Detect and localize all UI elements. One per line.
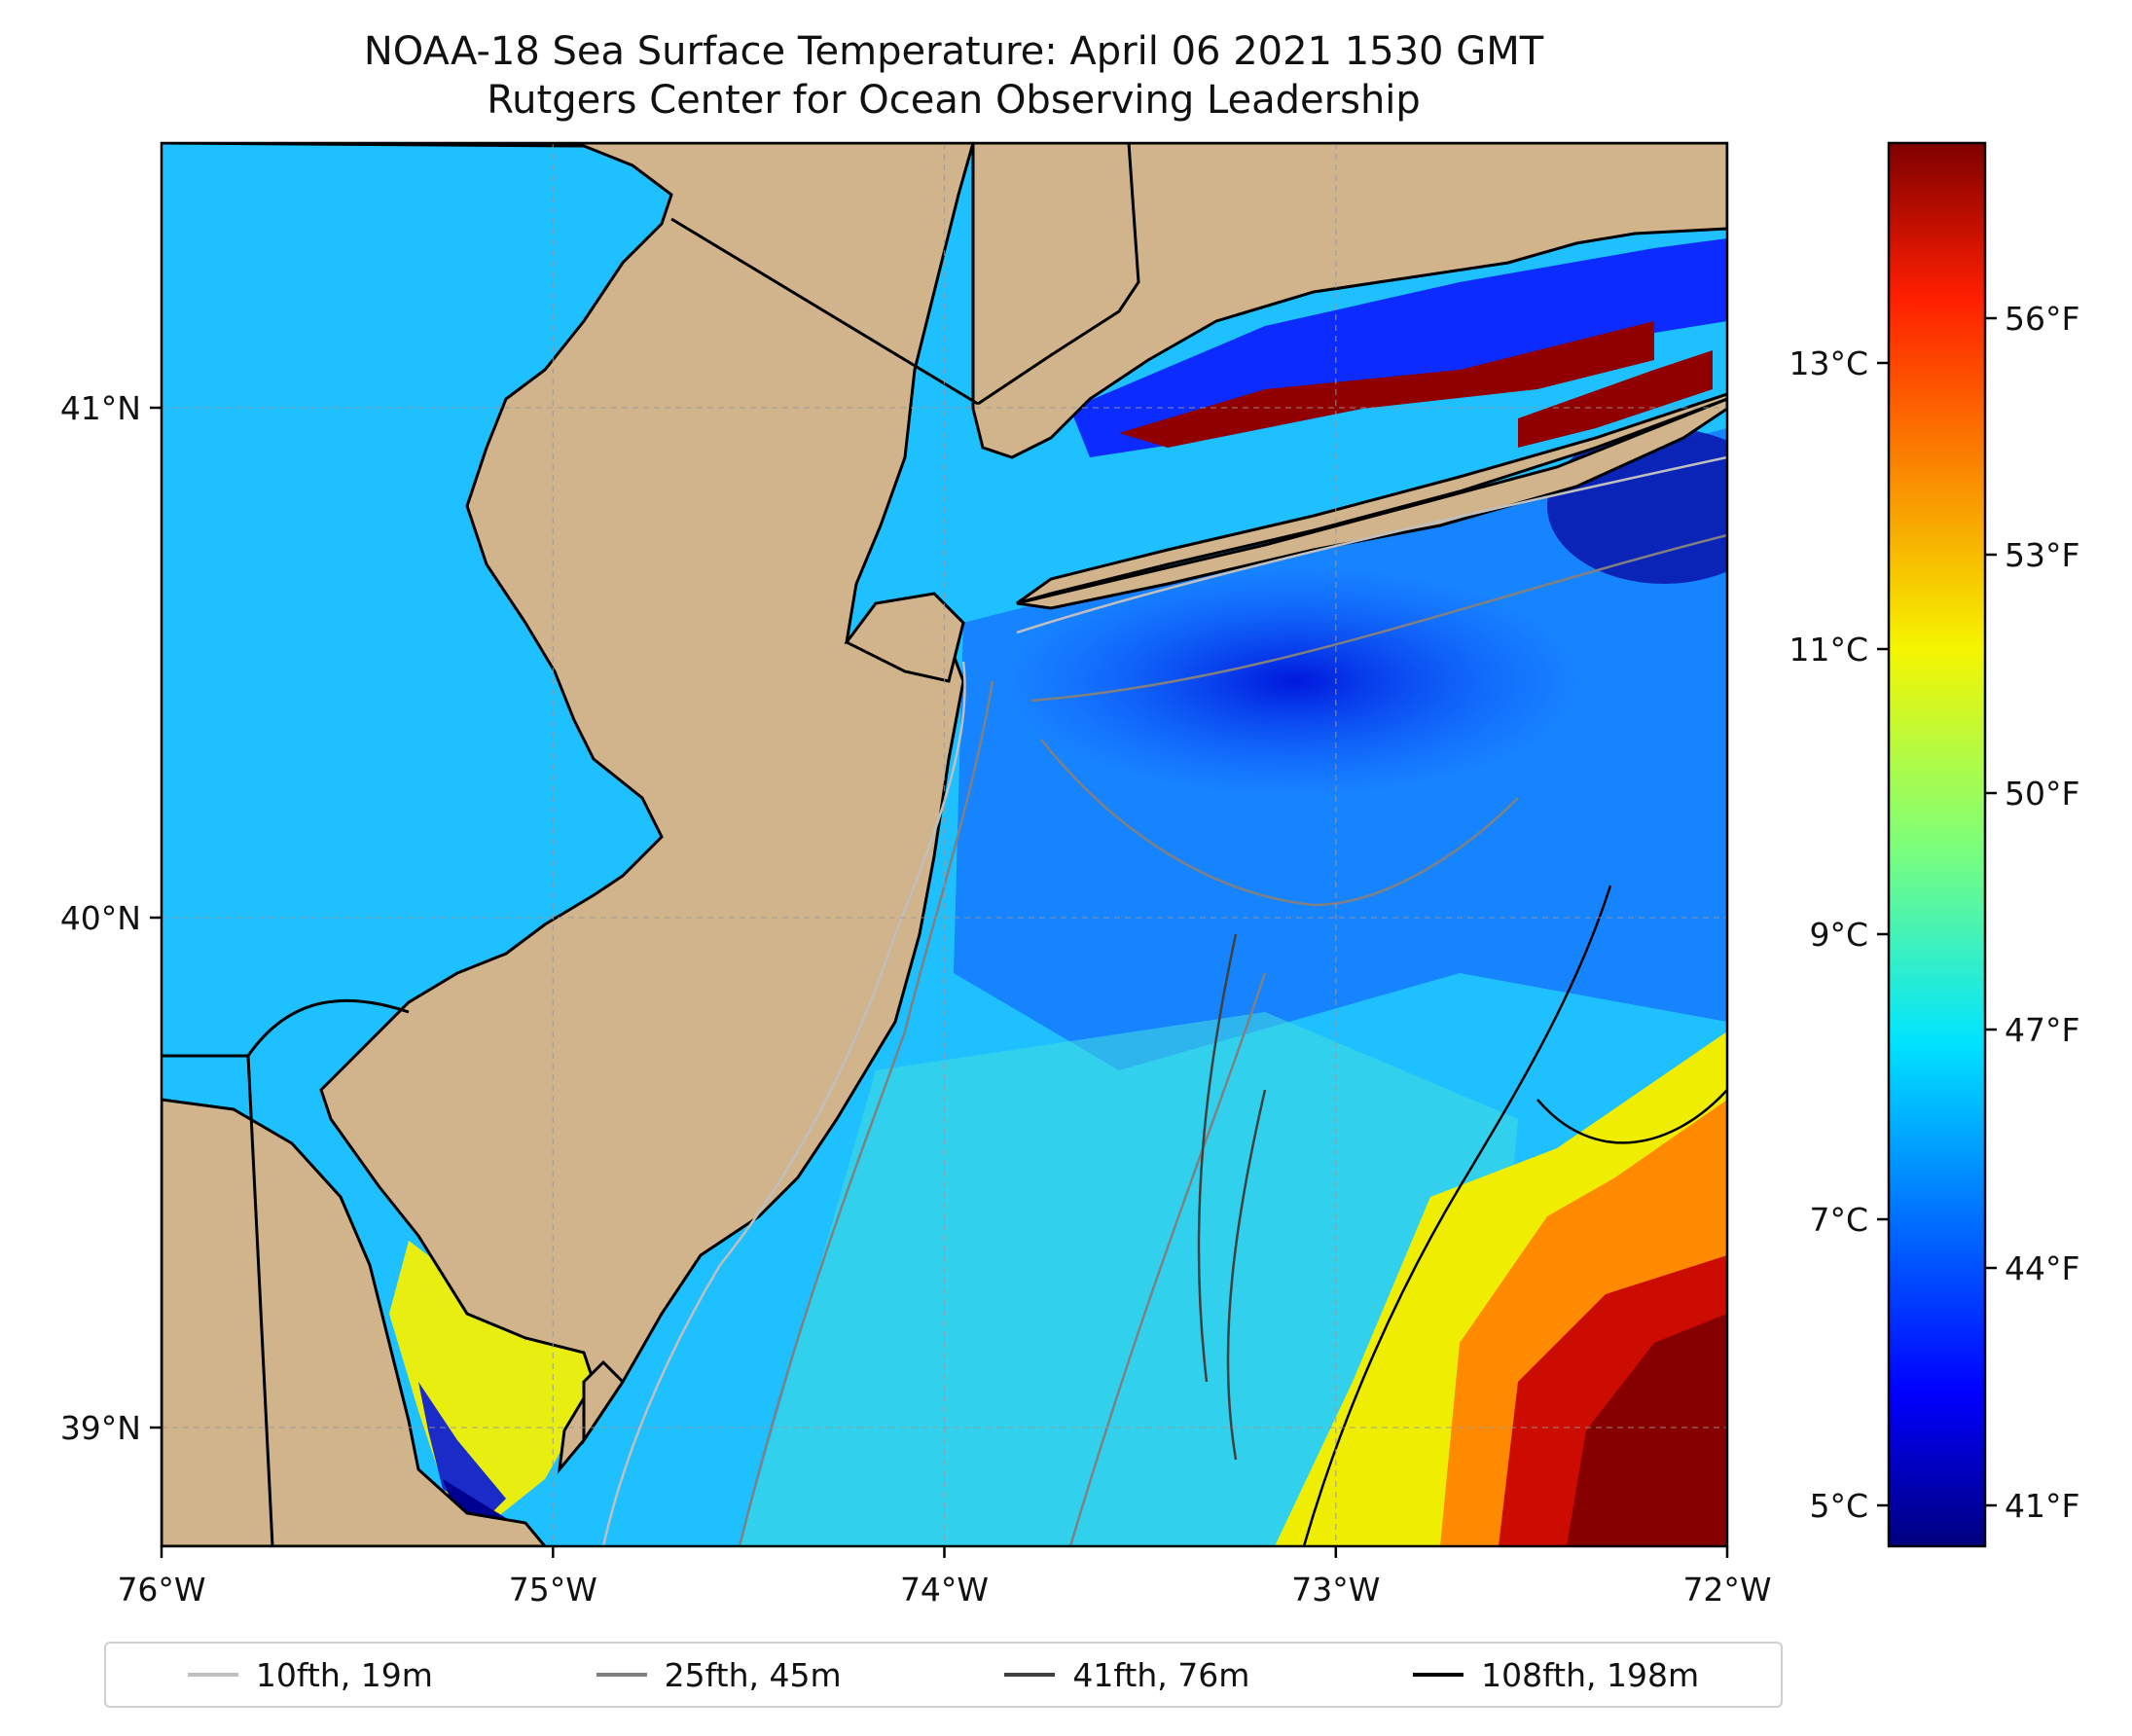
- colorbar-fahrenheit-ticks: 41°F 44°F 47°F 50°F 53°F 56°F: [1985, 300, 2079, 1525]
- gridlines: [162, 143, 1727, 1546]
- colorbar-tick-47f: 47°F: [2005, 1011, 2079, 1049]
- lon-tick-74w: 74°W: [900, 1571, 989, 1609]
- legend-label: 41fth, 76m: [1072, 1655, 1250, 1694]
- lat-tick-40n: 40°N: [60, 899, 141, 937]
- contour-legend: 10fth, 19m 25fth, 45m 41fth, 76m 108fth,…: [104, 1642, 1783, 1708]
- colorbar-tick-50f: 50°F: [2005, 775, 2079, 813]
- legend-item-10fth: 10fth, 19m: [187, 1655, 433, 1694]
- lon-tick-73w: 73°W: [1291, 1571, 1380, 1609]
- legend-line-gray: [596, 1673, 647, 1677]
- colorbar-tick-56f: 56°F: [2005, 300, 2079, 338]
- lon-tick-76w: 76°W: [117, 1571, 205, 1609]
- colorbar-tick-13c: 13°C: [1789, 344, 1868, 382]
- legend-item-25fth: 25fth, 45m: [596, 1656, 842, 1694]
- sst-field: [162, 143, 1727, 1546]
- title-line-1: NOAA-18 Sea Surface Temperature: April 0…: [363, 29, 1544, 74]
- colorbar-celsius-ticks: 5°C 7°C 9°C 11°C 13°C: [1789, 344, 1889, 1525]
- colorbar-tick-44f: 44°F: [2005, 1249, 2079, 1287]
- colorbar-tick-5c: 5°C: [1809, 1487, 1868, 1525]
- land: [162, 143, 1727, 1546]
- lon-axis: 76°W 75°W 74°W 73°W 72°W: [117, 1546, 1772, 1609]
- legend-label: 108fth, 198m: [1481, 1655, 1700, 1694]
- colorbar-tick-53f: 53°F: [2005, 536, 2079, 574]
- title-line-2: Rutgers Center for Ocean Observing Leade…: [487, 78, 1421, 123]
- colorbar: 5°C 7°C 9°C 11°C 13°C 41°F 44°F 47°F 50°…: [1789, 141, 2079, 1548]
- colorbar-tick-41f: 41°F: [2005, 1487, 2079, 1525]
- colorbar-tick-9c: 9°C: [1809, 916, 1868, 954]
- state-borders: [162, 143, 1140, 1546]
- lat-tick-39n: 39°N: [60, 1409, 141, 1447]
- colorbar-tick-11c: 11°C: [1789, 631, 1868, 669]
- lat-tick-41n: 41°N: [60, 389, 141, 427]
- legend-line-black: [1413, 1673, 1464, 1677]
- legend-label: 10fth, 19m: [255, 1655, 433, 1694]
- legend-line-dark-gray: [1004, 1673, 1056, 1677]
- chart-title: NOAA-18 Sea Surface Temperature: April 0…: [0, 27, 1907, 125]
- legend-item-41fth: 41fth, 76m: [1004, 1656, 1249, 1694]
- bathymetry-contours: [601, 455, 1727, 1546]
- lon-tick-75w: 75°W: [509, 1571, 597, 1609]
- colorbar-tick-7c: 7°C: [1809, 1201, 1868, 1239]
- lat-axis: 41°N 40°N 39°N: [60, 389, 162, 1447]
- legend-label: 25fth, 45m: [664, 1655, 842, 1694]
- colorbar-gradient: [1887, 141, 1987, 1548]
- legend-line-light-gray: [187, 1673, 238, 1677]
- lon-tick-72w: 72°W: [1682, 1571, 1771, 1609]
- legend-item-108fth: 108fth, 198m: [1413, 1656, 1699, 1694]
